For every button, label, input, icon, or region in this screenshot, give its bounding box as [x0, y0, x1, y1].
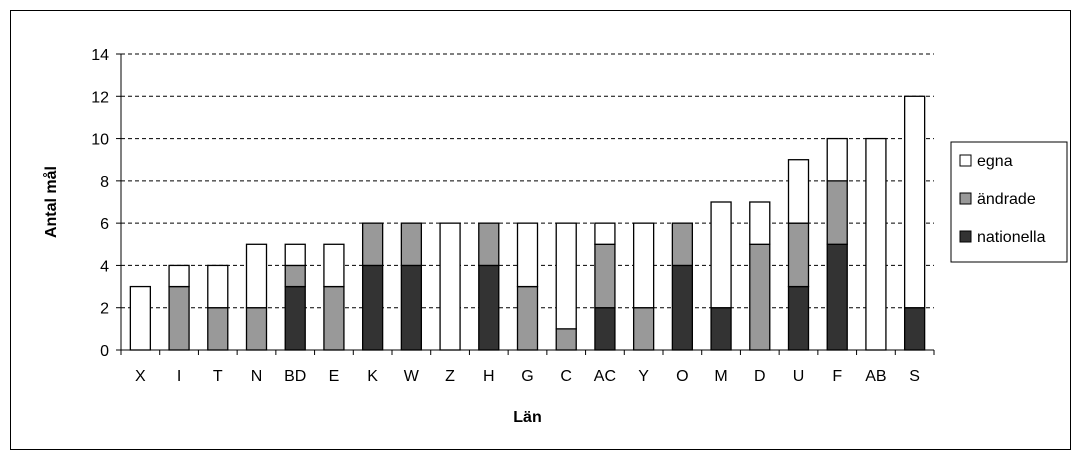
bar-segment-nationella: [400, 264, 423, 351]
y-tick-label: 8: [100, 174, 109, 191]
x-tick-label: O: [676, 368, 688, 385]
x-tick-label: AB: [865, 368, 886, 385]
x-tick-label: BD: [284, 368, 306, 385]
bar-segment-nationella: [710, 307, 732, 351]
bar-segment-egna: [826, 137, 848, 182]
x-tick-label: G: [521, 368, 533, 385]
x-tick-label: H: [483, 368, 495, 385]
stacked-bar-chart: 0 2 4 6 8 10 12 14 X I T N BD E K W Z H G C AC Y O M D U F AB S Län An…: [42, 47, 1068, 426]
y-tick-label: 4: [100, 258, 109, 275]
x-tick-label: K: [367, 368, 378, 385]
bar-segment-egna: [245, 243, 268, 309]
bar-segment-egna: [207, 264, 229, 309]
bar-segment-ändrade: [207, 307, 229, 351]
bar-segment-ändrade: [826, 180, 848, 245]
bar-segment-nationella: [903, 307, 926, 351]
bar-segment-nationella: [361, 264, 384, 351]
x-tick-label: U: [793, 368, 805, 385]
bar-segment-ändrade: [671, 222, 694, 267]
bar-segment-egna: [865, 137, 887, 351]
bar-segment-egna: [555, 222, 577, 330]
bar-segment-ändrade: [284, 264, 306, 288]
bar-segment-egna: [710, 201, 732, 309]
bar-segment-egna: [168, 264, 190, 288]
bar-segment-egna: [129, 285, 152, 351]
bar-segment-ändrade: [361, 222, 384, 267]
bar-segment-nationella: [284, 285, 306, 351]
bar-segment-egna: [749, 201, 771, 245]
bar-segment-ändrade: [323, 285, 345, 351]
y-tick-label: 10: [91, 132, 109, 149]
x-axis-title: Län: [513, 409, 541, 426]
legend-label-ändrade: ändrade: [977, 191, 1036, 208]
x-tick-label: AC: [594, 368, 616, 385]
bar-segment-egna: [632, 222, 655, 309]
bar-segment-ändrade: [168, 285, 190, 351]
bar-segment-egna: [516, 222, 539, 288]
x-tick-label: F: [832, 368, 842, 385]
bar-segment-ändrade: [478, 222, 500, 267]
x-tick-label: S: [909, 368, 920, 385]
x-tick-label: X: [135, 368, 146, 385]
bar-segment-egna: [439, 222, 461, 351]
x-tick-label: M: [714, 368, 727, 385]
y-tick-label: 12: [91, 89, 109, 106]
bar-segment-ändrade: [632, 307, 655, 351]
x-tick-label: W: [404, 368, 420, 385]
y-tick-label: 0: [100, 343, 109, 360]
bar-segment-nationella: [826, 243, 848, 351]
bar-segment-ändrade: [400, 222, 423, 267]
legend-swatch-nationella: [959, 230, 972, 243]
legend-swatch-ändrade: [959, 192, 972, 205]
bar-segment-nationella: [594, 307, 616, 351]
bar-segment-ändrade: [516, 285, 539, 351]
bar-segment-egna: [594, 222, 616, 245]
bar-segment-ändrade: [555, 328, 577, 351]
y-tick-label: 14: [91, 47, 109, 64]
legend-label-nationella: nationella: [977, 229, 1046, 246]
chart-frame: 0 2 4 6 8 10 12 14 X I T N BD E K W Z H G C AC Y O M D U F AB S Län An…: [10, 10, 1071, 450]
bar-segment-egna: [787, 159, 810, 224]
bar-segment-egna: [903, 95, 926, 309]
y-axis-title: Antal mål: [42, 166, 60, 238]
bar-segment-nationella: [787, 285, 810, 351]
y-tick-label: 2: [100, 301, 109, 318]
x-tick-label: E: [329, 368, 340, 385]
legend-swatch-egna: [959, 154, 972, 167]
bar-segment-egna: [323, 243, 345, 288]
legend-label-egna: egna: [977, 153, 1013, 170]
x-tick-label: Z: [445, 368, 455, 385]
x-tick-label: C: [560, 368, 572, 385]
x-tick-label: D: [754, 368, 766, 385]
bar-segment-nationella: [671, 264, 694, 351]
bar-segment-ändrade: [594, 243, 616, 309]
x-tick-label: T: [213, 368, 223, 385]
x-tick-label: Y: [638, 368, 649, 385]
x-tick-label: I: [177, 368, 181, 385]
bar-segment-ändrade: [245, 307, 268, 351]
bar-segment-egna: [284, 243, 306, 267]
y-tick-label: 6: [100, 216, 109, 233]
x-tick-label: N: [251, 368, 263, 385]
bar-segment-ändrade: [749, 243, 771, 351]
bar-segment-ändrade: [787, 222, 810, 288]
bar-segment-nationella: [478, 264, 500, 351]
